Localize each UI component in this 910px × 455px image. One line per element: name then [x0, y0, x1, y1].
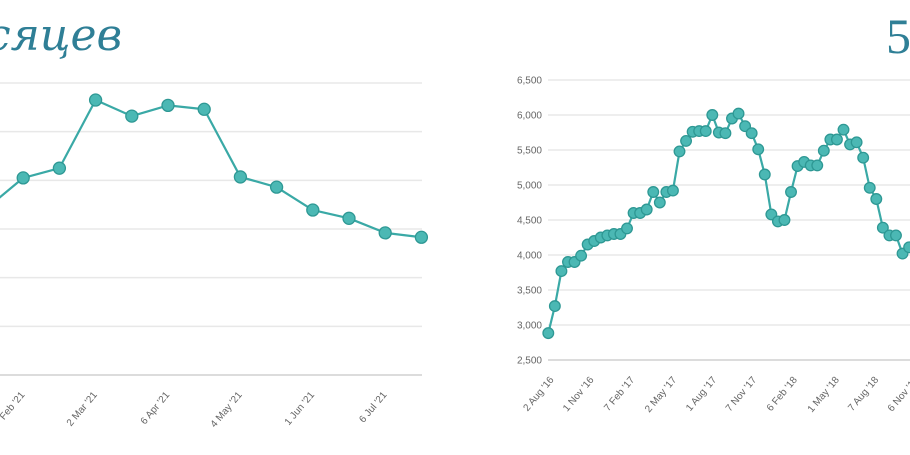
right-data-point [548, 300, 561, 313]
left-data-point [125, 109, 139, 123]
right-y-tick-label: 5,000 [517, 181, 542, 192]
right-data-point [647, 186, 660, 198]
left-data-point [233, 170, 248, 184]
right-y-tick-label: 3,000 [517, 321, 542, 332]
left-data-point [306, 203, 320, 217]
right-x-tick-label: 7 Feb '17 [602, 375, 637, 414]
left-data-point [342, 211, 356, 225]
right-data-point [555, 265, 568, 278]
right-data-point [857, 151, 870, 164]
right-data-point [640, 203, 653, 216]
right-data-point [890, 229, 902, 242]
right-data-point [903, 241, 910, 254]
right-data-point [680, 134, 693, 147]
right-x-tick-label: 1 Aug '17 [684, 375, 719, 414]
left-chart: Feb '21 2 Mar '21 6 Apr '21 4 May '21 1 Jun … [0, 82, 429, 430]
left-data-point [414, 230, 429, 244]
left-x-tick-label: 1 Jun '21 [283, 390, 318, 428]
left-data-point [88, 93, 103, 107]
right-data-point [778, 214, 791, 226]
right-data-point [666, 184, 679, 197]
right-y-tick-label: 6,500 [517, 76, 542, 87]
right-data-point [876, 221, 889, 234]
right-data-point [863, 181, 876, 194]
right-y-tick-label: 5,500 [517, 146, 542, 157]
left-data-point [52, 161, 67, 175]
right-x-tick-label: 1 Nov '16 [561, 375, 597, 415]
right-data-point [817, 144, 830, 157]
right-data-point [811, 159, 824, 172]
right-data-point [699, 125, 712, 138]
left-x-tick-label: 4 May '21 [209, 390, 245, 430]
right-data-point [830, 133, 843, 146]
left-data-point [378, 226, 392, 240]
left-data-point [161, 98, 175, 113]
right-x-tick-label: 2 May '17 [643, 375, 679, 415]
right-data-point [653, 196, 666, 209]
left-x-tick-label: 6 Apr '21 [139, 390, 173, 427]
right-data-point [621, 222, 633, 235]
left-x-tick-label: 2 Mar '21 [65, 390, 100, 429]
right-x-tick-label: 7 Nov '17 [724, 375, 760, 415]
right-y-tick-label: 4,500 [517, 216, 542, 227]
right-x-tick-label: 7 Aug '18 [846, 375, 881, 414]
right-data-point [837, 123, 850, 136]
right-data-point [542, 327, 555, 340]
left-chart-title: сяцев [0, 10, 123, 61]
right-x-tick-label: 6 Nov '18 [886, 375, 910, 415]
right-y-tick-label: 4,000 [517, 251, 542, 262]
left-data-point [269, 180, 284, 194]
right-x-tick-label: 1 May '18 [806, 375, 842, 415]
right-data-point [575, 249, 588, 262]
right-data-point [752, 143, 765, 156]
right-x-tick-label: 6 Feb '18 [765, 375, 800, 414]
right-y-tick-label: 3,500 [517, 286, 542, 297]
right-chart-title: 5 [886, 8, 910, 64]
right-y-tick-label: 6,000 [517, 111, 542, 122]
right-data-point [758, 168, 771, 181]
left-x-tick-label: 6 Jul '21 [357, 390, 389, 426]
right-data-point [850, 136, 863, 149]
right-data-point [673, 145, 686, 158]
right-y-tick-label: 2,500 [517, 356, 542, 367]
right-data-point [706, 109, 719, 121]
left-x-tick-label: Feb '21 [0, 390, 28, 423]
left-data-point [197, 102, 211, 116]
right-data-point [870, 193, 883, 205]
left-data-point [16, 171, 30, 185]
right-data-point [745, 127, 758, 140]
right-chart: 2,500 3,000 3,500 4,000 4,500 5,000 5,500 6,000… [517, 76, 910, 415]
right-data-point [732, 107, 745, 120]
right-data-point [719, 127, 732, 140]
right-x-tick-label: 2 Aug '16 [521, 375, 556, 414]
right-data-point [785, 186, 797, 198]
